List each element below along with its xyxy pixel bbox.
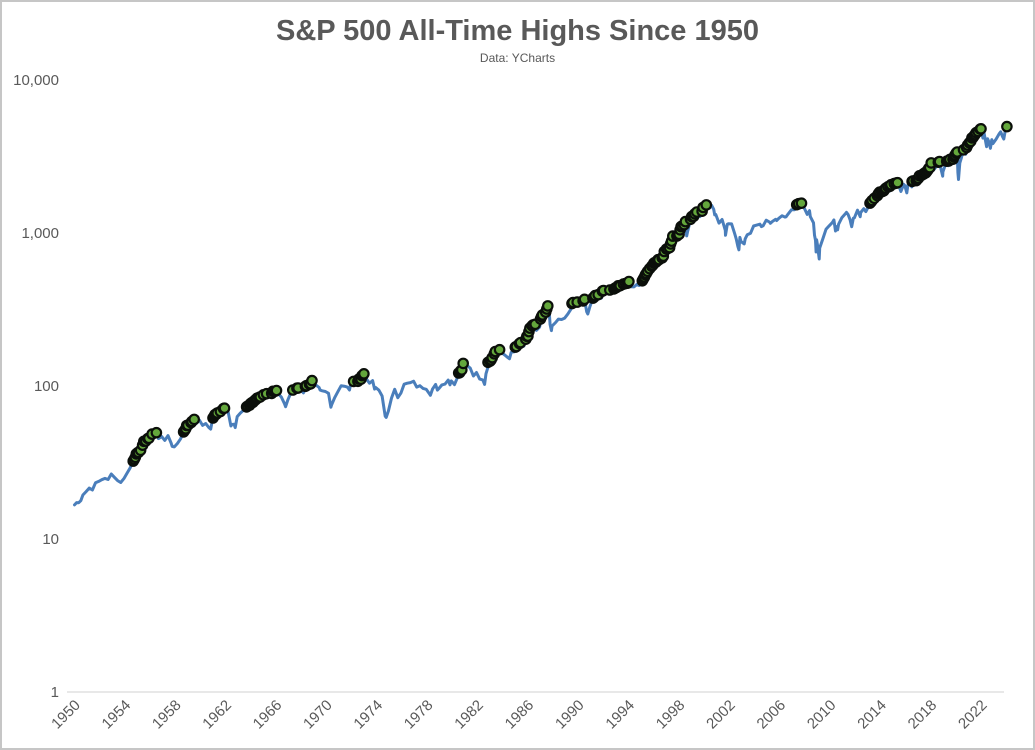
x-tick-label: 1950 [48,697,84,733]
x-tick-label: 2014 [854,697,890,733]
y-tick-label: 10,000 [13,72,59,89]
y-tick-label: 1,000 [21,225,59,242]
ath-marker [358,367,370,380]
y-tick-label: 100 [34,378,59,395]
x-tick-label: 1954 [99,697,135,733]
x-tick-label: 1958 [149,697,185,733]
ath-marker [700,199,713,211]
x-tick-label: 1962 [199,697,235,733]
y-tick-label: 1 [51,684,59,701]
ath-marker [623,275,635,288]
x-tick-label: 1990 [552,697,588,733]
x-tick-label: 1982 [451,697,487,733]
x-tick-label: 1994 [602,697,638,733]
chart-title: S&P 500 All-Time Highs Since 1950 [275,15,760,47]
y-tick-label: 10 [42,531,59,548]
ath-marker [218,402,231,414]
ath-marker [541,300,554,312]
x-tick-label: 2010 [804,697,840,733]
chart-subtitle: Data: YCharts [479,51,556,65]
x-tick-label: 1978 [401,697,437,733]
x-tick-label: 1970 [300,697,336,733]
ath-marker [306,374,318,387]
ath-marker [150,426,163,439]
ath-marker [457,357,469,370]
x-tick-label: 2018 [905,697,941,733]
ath-marker [975,123,987,135]
x-tick-label: 2002 [703,697,739,733]
x-tick-label: 1974 [350,697,386,733]
ath-marker [270,384,283,397]
ath-marker [1001,120,1013,133]
ath-marker [188,413,200,426]
ath-marker [891,176,904,189]
x-tick-label: 1966 [250,697,286,733]
x-tick-label: 2022 [955,697,991,733]
ath-marker [795,197,808,209]
x-tick-label: 1986 [502,697,538,733]
x-tick-label: 1998 [653,697,689,733]
x-tick-label: 2006 [754,697,790,733]
ath-marker [493,343,506,356]
